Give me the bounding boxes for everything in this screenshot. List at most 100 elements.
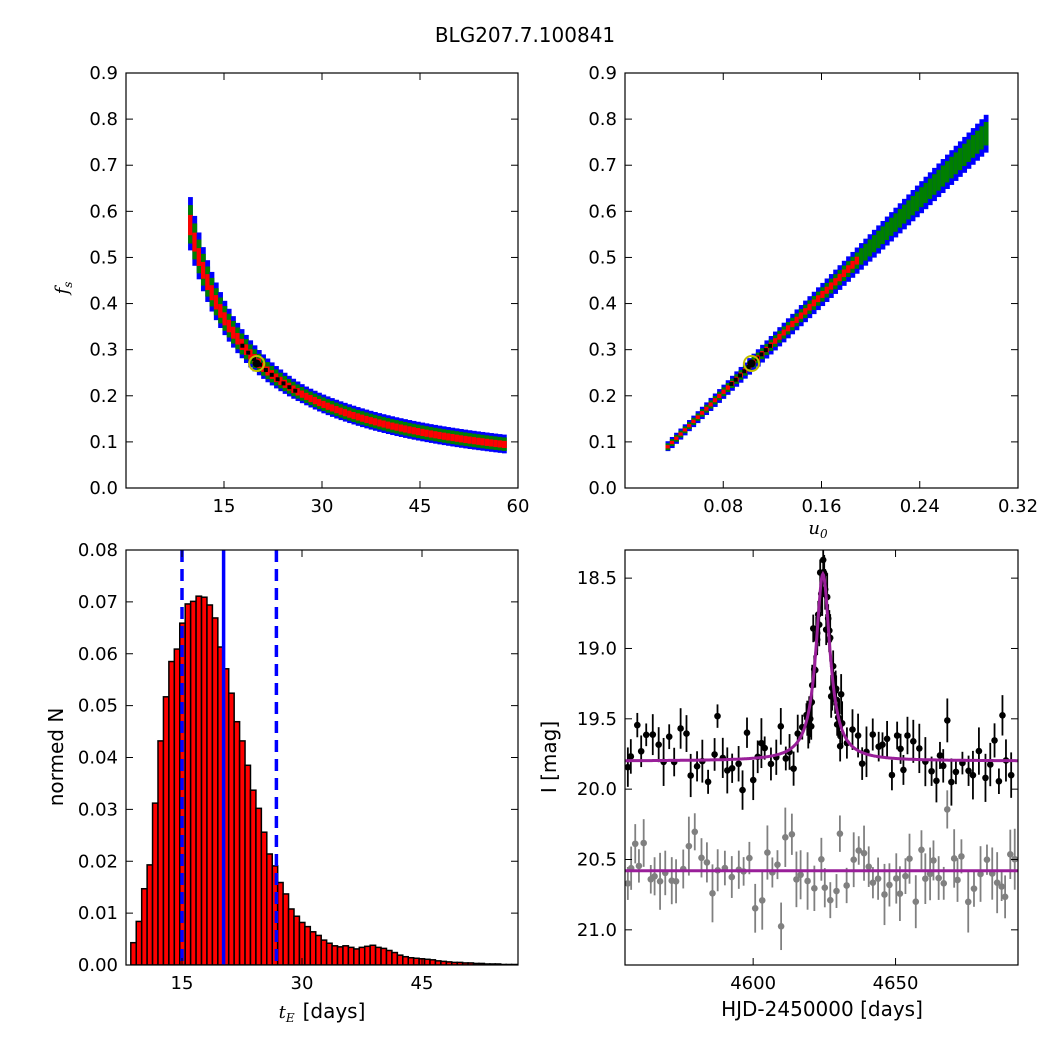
p4-main-point xyxy=(888,771,896,779)
p1-confidence-cell xyxy=(450,433,456,442)
p2-confidence-cell xyxy=(850,260,856,269)
p4-main-point xyxy=(711,751,718,758)
p4-baseline-point xyxy=(843,882,850,889)
p4-main-point xyxy=(749,776,757,784)
p4-main-point xyxy=(952,768,960,776)
p1-confidence-cell xyxy=(334,406,340,414)
p4-main-point xyxy=(944,717,951,724)
p3-ytick-label: 0.01 xyxy=(78,903,118,924)
p2-xlabel: u0 xyxy=(808,518,828,541)
p4-main-point xyxy=(975,747,983,755)
p3-histogram-bar xyxy=(380,947,388,965)
p1-xtick-label: 60 xyxy=(507,496,530,517)
p1-confidence-cell xyxy=(321,400,327,409)
p2-confidence-cell xyxy=(807,303,813,311)
p3-histogram-bar xyxy=(391,951,399,965)
p1-best-pixel xyxy=(275,377,280,382)
p1-confidence-cell xyxy=(299,390,305,398)
panel-light-curve: 4600 4650 18.5 19.0 19.5 20.0 20.5 21.0 HJD-245… xyxy=(537,549,1019,1021)
p4-main-point xyxy=(790,765,797,772)
p4-axes-frame xyxy=(624,549,1019,966)
p1-confidence-cell xyxy=(342,409,348,417)
p2-confidence-cell xyxy=(902,204,907,224)
p4-main-point xyxy=(739,786,746,794)
figure-title: BLG207.7.100841 xyxy=(435,23,615,47)
p4-main-point xyxy=(883,735,891,743)
p2-confidence-cell xyxy=(889,217,894,236)
p3-histogram-bar xyxy=(325,942,333,965)
p4-baseline-point xyxy=(970,885,978,892)
p4-main-point xyxy=(809,625,817,632)
p2-confidence-cell xyxy=(820,291,826,298)
p1-confidence-cell xyxy=(446,433,451,441)
p2-confidence-cell xyxy=(945,161,950,183)
p1-confidence-cell xyxy=(205,274,211,291)
p1-xtick-label: 15 xyxy=(213,496,236,517)
p4-baseline-point xyxy=(797,871,804,879)
p2-confidence-cell xyxy=(674,436,679,440)
p4-baseline-point xyxy=(1001,893,1009,901)
p4-baseline-point xyxy=(983,856,991,864)
p4-ylabel: I [mag] xyxy=(537,721,561,793)
p2-confidence-cell xyxy=(803,308,808,315)
p4-main-point xyxy=(687,772,694,779)
p4-main-point xyxy=(933,777,940,785)
p4-baseline-point xyxy=(836,830,844,837)
p3-xtick-label: 15 xyxy=(171,973,194,994)
p1-ytick-label: 0.8 xyxy=(89,109,118,130)
p3-histogram-bar xyxy=(146,864,154,965)
p3-histogram-bar xyxy=(200,596,208,965)
p2-xtick-label: 0.32 xyxy=(998,496,1038,517)
p4-ytick-label: 19.5 xyxy=(577,709,617,730)
p4-main-point xyxy=(916,745,923,752)
p3-ylabel: normed N xyxy=(44,708,68,807)
p1-best-pixel xyxy=(269,372,274,377)
p4-main-point xyxy=(743,729,751,736)
p2-best-pixel xyxy=(742,369,747,374)
p3-histogram-bar xyxy=(211,617,219,965)
p2-confidence-cell xyxy=(712,398,718,403)
p4-main-point xyxy=(714,712,721,720)
p3-histogram-bar xyxy=(293,915,301,965)
p3-histogram-bar xyxy=(309,931,317,965)
p4-baseline-point xyxy=(886,881,893,889)
p4-baseline-point xyxy=(874,875,882,882)
p1-confidence-cell xyxy=(243,344,249,355)
p2-confidence-cell xyxy=(785,325,791,332)
p4-baseline-point xyxy=(685,842,693,850)
p1-ytick-label: 0.1 xyxy=(89,432,118,453)
p2-ytick-label: 0.1 xyxy=(588,432,617,453)
p1-confidence-cell xyxy=(424,429,430,437)
p2-confidence-cell xyxy=(962,143,968,167)
p4-main-point xyxy=(909,738,917,745)
panel-fs-vs-tE: 15 30 45 60 0.0 0.1 0.2 0.3 0.4 0.5 0.6 0.7 0.8 0.9 f… xyxy=(52,63,529,517)
p4-main-point xyxy=(986,761,994,768)
p3-histogram-bar xyxy=(173,648,181,965)
p2-best-pixel xyxy=(737,373,742,378)
p1-confidence-cell xyxy=(218,304,223,318)
p4-baseline-point xyxy=(746,854,753,862)
p3-histogram-bar xyxy=(162,696,170,965)
p4-baseline-point xyxy=(728,873,736,881)
p2-tick-labels: 0.08 0.16 0.24 0.32 0.0 0.1 0.2 0.3 0.4 0.5 0.6 0.7… xyxy=(588,63,1038,517)
p3-histogram-bars xyxy=(130,550,518,965)
p3-histogram-bar xyxy=(276,881,284,965)
p4-baseline-point xyxy=(625,880,632,887)
p4-main-point xyxy=(735,760,742,768)
p1-tick-marks xyxy=(126,72,519,489)
p4-baseline-point xyxy=(782,833,789,841)
p2-confidence-cell xyxy=(721,389,727,394)
p4-main-point xyxy=(936,752,944,759)
p2-confidence-cell xyxy=(876,230,882,249)
p1-best-pixel xyxy=(287,385,292,390)
p1-confidence-cell xyxy=(196,248,202,266)
p2-confidence-cell xyxy=(897,208,903,228)
p3-histogram-bar xyxy=(130,941,137,965)
p4-baseline-point xyxy=(998,883,1005,890)
p4-main-point xyxy=(767,760,775,768)
p1-best-fit-ring xyxy=(248,355,266,372)
p4-baseline-point xyxy=(869,879,877,887)
p4-baseline-point xyxy=(804,877,811,885)
p1-confidence-cell xyxy=(317,399,322,407)
